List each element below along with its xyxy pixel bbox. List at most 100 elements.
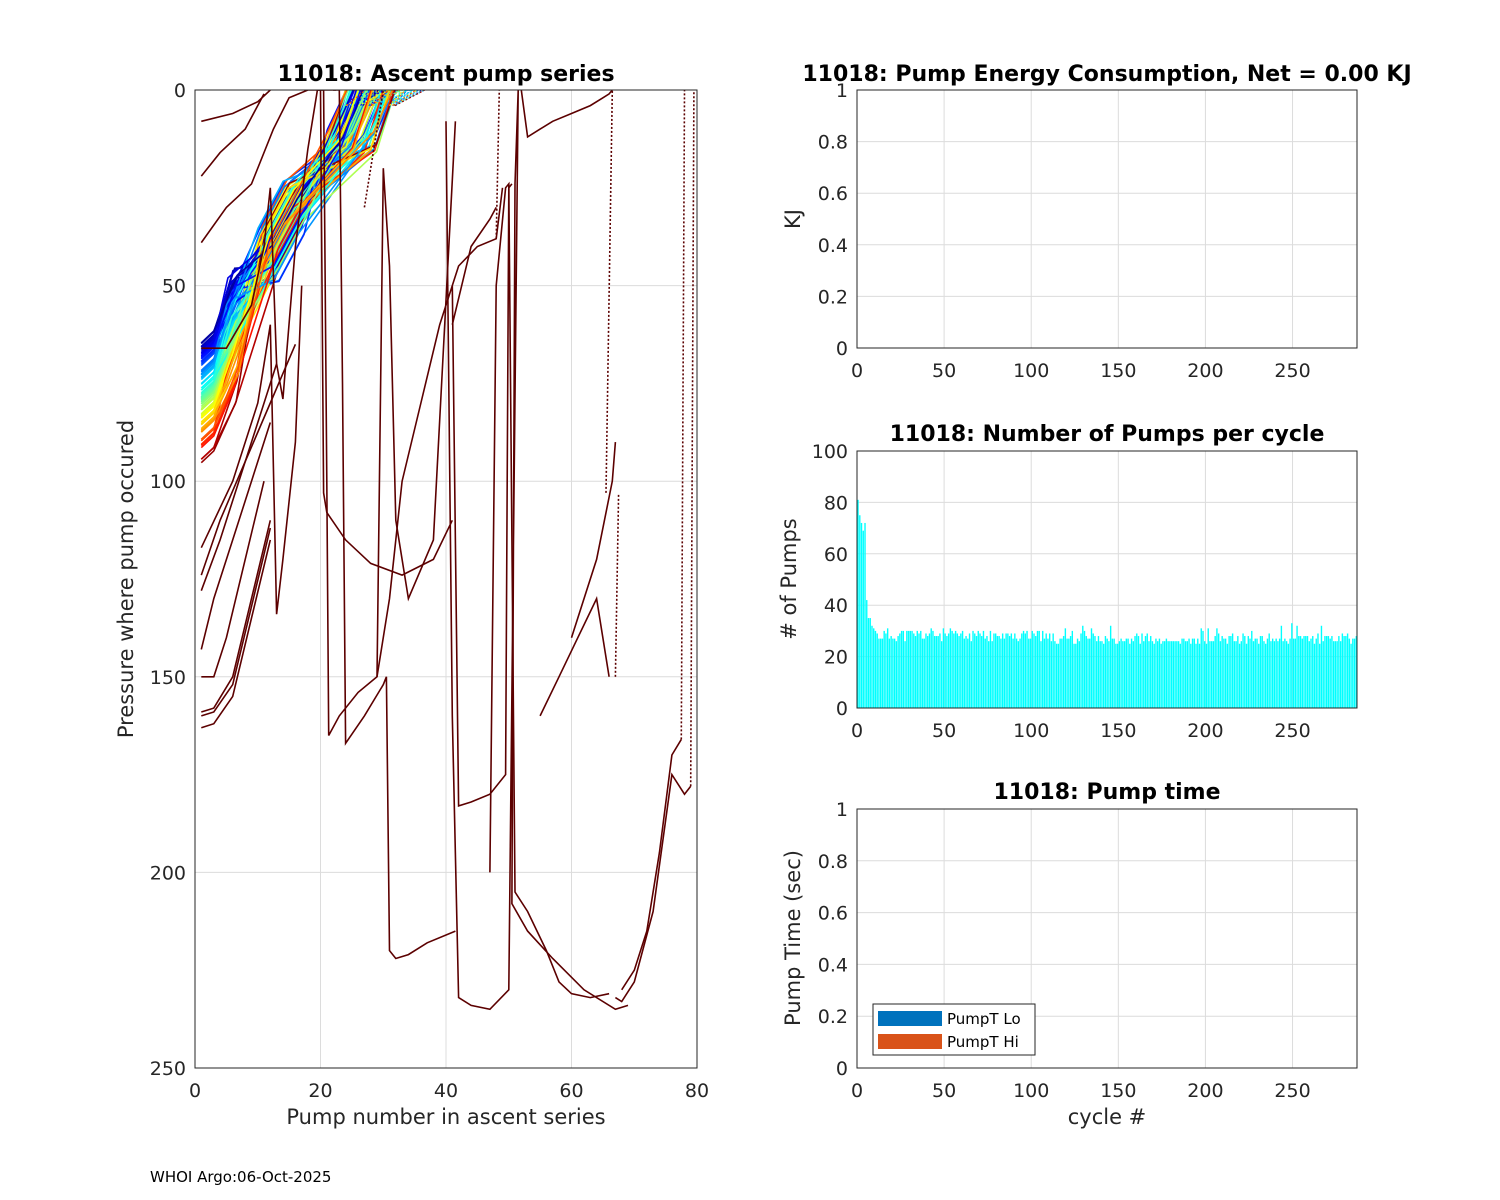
legend-swatch-lo: [878, 1011, 942, 1026]
pumps-bar: [1298, 636, 1300, 708]
pumps-bar: [1197, 638, 1199, 708]
pumps-bar: [1312, 636, 1314, 708]
pumps-bar: [1132, 641, 1134, 708]
ascent-outlier-line: [201, 527, 272, 717]
pumps-bar: [1144, 636, 1147, 708]
ascent-axes-box: [194, 89, 698, 1069]
pumptime-ytick-label: 0.2: [818, 1006, 848, 1028]
ascent-title: 11018: Ascent pump series: [277, 62, 614, 87]
pumps-bar: [1076, 638, 1079, 708]
pumps-bar: [1228, 636, 1230, 708]
pumps-bar: [1207, 628, 1209, 708]
pumps-bar: [1301, 638, 1303, 708]
pumps-bar: [1096, 641, 1098, 708]
energy-xtick-label: 0: [851, 360, 863, 382]
pumps-bar: [1348, 638, 1351, 708]
pumps-bar: [1043, 638, 1046, 708]
pumps-bar: [930, 628, 932, 708]
pumps-bar: [947, 633, 950, 708]
pumps-bar: [1042, 630, 1044, 708]
pumps-bar: [1033, 633, 1035, 708]
pumps-bar: [1313, 643, 1316, 708]
pumptime-xtick-label: 200: [1187, 1080, 1223, 1102]
pumps-bar: [1305, 636, 1307, 708]
pumps-bar: [1231, 633, 1234, 708]
pumptime-ytick-label: 0.8: [818, 851, 848, 873]
pumps-bar: [1014, 633, 1016, 708]
pumps-bar: [1125, 638, 1128, 708]
ascent-profile-line: [200, 90, 368, 405]
pumps-bar: [970, 641, 972, 708]
ascent-xtick-label: 20: [308, 1080, 332, 1102]
pumps-ytick-label: 60: [824, 544, 848, 566]
pumps-bar: [1287, 643, 1290, 708]
ascent-dotted-line: [495, 90, 501, 239]
pumps-bar: [1181, 638, 1183, 708]
pumps-bar: [874, 630, 877, 708]
ascent-dotted-line: [614, 492, 620, 677]
pumps-bar: [1153, 643, 1155, 708]
legend-label-hi: PumpT Hi: [947, 1033, 1019, 1051]
pumps-bar: [1193, 638, 1195, 708]
ascent-outlier-line: [200, 422, 272, 650]
pumptime-title: 11018: Pump time: [993, 780, 1220, 805]
ascent-dotted-line: [689, 90, 695, 787]
pumps-bar: [1258, 643, 1260, 708]
pumps-bar: [906, 630, 908, 708]
pumps-bar: [1289, 638, 1291, 708]
ascent-xtick-label: 80: [685, 1080, 709, 1102]
pumps-bar: [1237, 636, 1239, 708]
pumps-bar: [893, 638, 896, 708]
ascent-profile-line: [200, 90, 362, 359]
pumps-bar: [1271, 638, 1274, 708]
pumps-bar: [1073, 643, 1075, 708]
ascent-profile-tail: [366, 90, 394, 107]
pumps-bar: [860, 522, 863, 708]
pumps-bar: [1134, 636, 1136, 708]
ascent-xtick-label: 40: [434, 1080, 458, 1102]
pumps-bar: [1008, 636, 1011, 708]
pumps-bar: [960, 633, 962, 708]
ascent-dotted-line: [680, 90, 686, 740]
pumps-bar: [939, 633, 941, 708]
energy-xtick-label: 250: [1274, 360, 1310, 382]
pumps-bar: [1345, 636, 1347, 708]
pumps-bar: [1087, 638, 1089, 708]
pumps-bar: [1143, 641, 1145, 708]
pumps-bar: [1198, 643, 1201, 708]
pumps-bar: [1226, 643, 1229, 708]
pumps-bar: [1116, 643, 1119, 708]
energy-axes-box: [856, 89, 1358, 349]
pumps-bar: [1252, 641, 1255, 708]
pumps-bar: [977, 630, 979, 708]
pumps-bar: [963, 638, 966, 708]
ascent-outlier-line: [621, 738, 682, 991]
pumps-ylabel: # of Pumps: [777, 518, 801, 640]
pumps-bar: [1249, 638, 1251, 708]
pumps-bar: [1040, 641, 1042, 708]
pumps-bar: [1078, 641, 1080, 708]
pumps-bar: [1094, 636, 1096, 708]
pumps-bar: [1028, 638, 1030, 708]
pumps-bar: [946, 636, 948, 708]
pumps-bar: [1054, 641, 1056, 708]
pumps-bar: [1080, 633, 1082, 708]
ascent-outlier-line: [489, 181, 610, 999]
pumps-bar: [1157, 641, 1159, 708]
pumps-bar: [991, 641, 993, 708]
pumps-bar: [1251, 630, 1253, 708]
pumps-bar: [1334, 641, 1337, 708]
pumptime-legend: PumpT Lo PumpT Hi: [872, 1003, 1036, 1056]
pumps-bar: [1099, 641, 1101, 708]
pumps-bar: [1319, 643, 1321, 708]
ascent-outlier-line: [317, 90, 457, 736]
pumps-bar: [1176, 641, 1178, 708]
pumps-bar: [1066, 638, 1068, 708]
pumps-bar: [1068, 638, 1070, 708]
pumps-bar: [876, 633, 878, 708]
pumps-bar: [1174, 641, 1176, 708]
pumps-bar: [1022, 630, 1025, 708]
pumps-bar: [1266, 638, 1269, 708]
pumps-bar: [1090, 628, 1093, 708]
pumps-bar: [890, 636, 892, 708]
